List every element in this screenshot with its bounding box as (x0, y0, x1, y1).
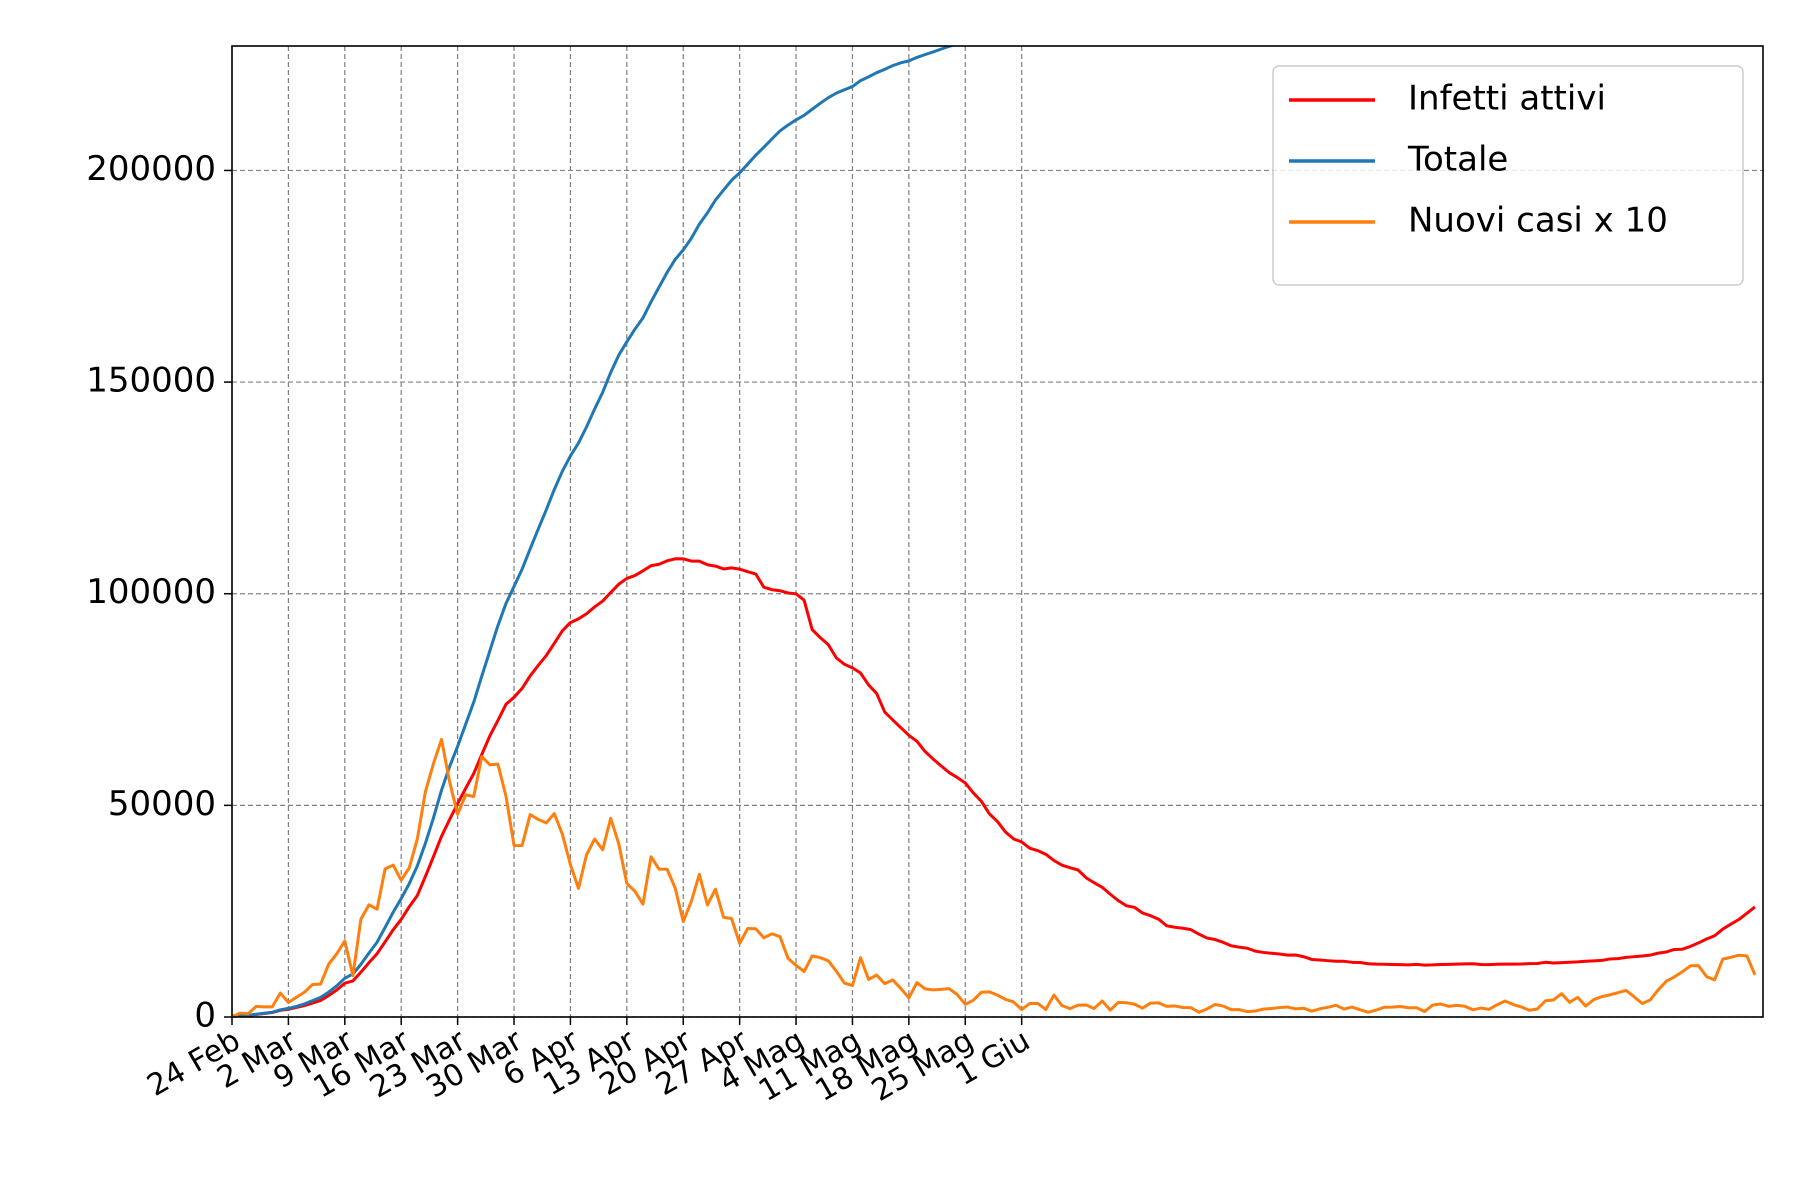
y-tick-label: 200000 (86, 149, 216, 189)
series-line (232, 46, 956, 1017)
legend-label: Nuovi casi x 10 (1408, 201, 1668, 241)
y-tick-label: 50000 (108, 784, 216, 824)
legend: Infetti attivi Totale Nuovi casi x 10 (1272, 65, 1744, 286)
y-tick-label: 150000 (86, 361, 216, 401)
legend-label: Infetti attivi (1408, 79, 1606, 119)
series-line (232, 737, 1757, 1017)
plot-frame (231, 45, 1764, 1018)
series-line (232, 557, 1756, 1017)
plot-area (232, 46, 1757, 1017)
y-tick-label: 0 (194, 996, 216, 1036)
legend-label: Totale (1407, 140, 1508, 180)
y-tick-label: 100000 (86, 572, 216, 612)
legend-box (1272, 65, 1744, 286)
